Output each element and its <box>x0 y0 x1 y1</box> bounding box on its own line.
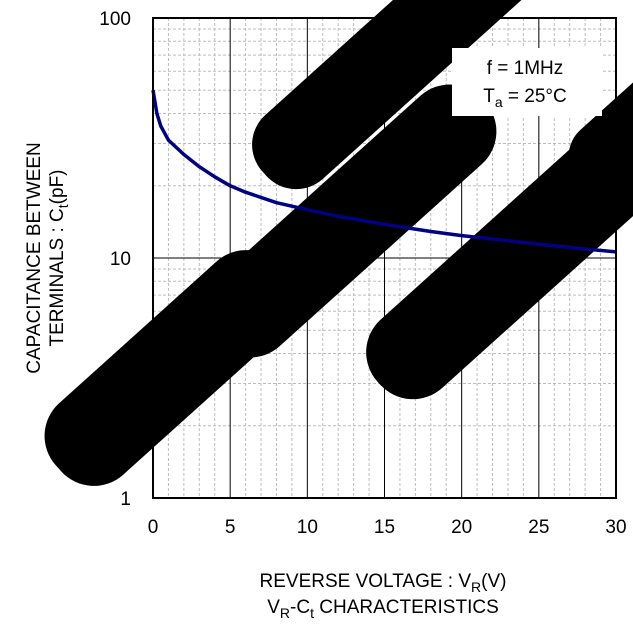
y-axis-label-line-1: CAPACITANCE BETWEEN <box>24 142 45 374</box>
annotation-line-1: f = 1MHz <box>487 58 564 79</box>
watermark <box>44 0 633 486</box>
plot-frame <box>152 17 617 499</box>
watermark-stroke-top <box>252 0 633 190</box>
x-axis-label: REVERSE VOLTAGE : VR(V) <box>260 571 507 595</box>
y-tick-label: 100 <box>99 9 131 30</box>
y-tick-label: 1 <box>120 489 131 510</box>
annotation-line-2: Ta = 25°C <box>483 86 567 110</box>
annotation: f = 1MHz Ta = 25°C <box>452 48 602 116</box>
series-layer <box>151 89 617 254</box>
x-tick-label: 25 <box>528 517 549 538</box>
y-axis-label: CAPACITANCE BETWEEN TERMINALS : Ct(pF) <box>24 142 71 374</box>
x-tick-label: 30 <box>605 517 626 538</box>
y-axis-label-line-2: TERMINALS : Ct(pF) <box>47 169 71 346</box>
x-tick-label: 20 <box>451 517 472 538</box>
x-tick-label: 5 <box>225 517 236 538</box>
x-tick-label: 15 <box>374 517 395 538</box>
series-line <box>151 89 617 254</box>
watermark-stroke-edge <box>568 61 633 199</box>
x-tick-label: 0 <box>148 517 159 538</box>
x-tick-labels: 0 5 10 15 20 25 30 <box>148 517 627 538</box>
y-tick-labels: 1 10 100 <box>99 9 131 510</box>
watermark-stroke-mid <box>203 84 497 358</box>
x-tick-label: 10 <box>297 517 318 538</box>
annotation-box <box>452 48 602 116</box>
chart-caption: VR-Ct CHARACTERISTICS <box>267 597 499 621</box>
y-tick-label: 10 <box>110 249 131 270</box>
